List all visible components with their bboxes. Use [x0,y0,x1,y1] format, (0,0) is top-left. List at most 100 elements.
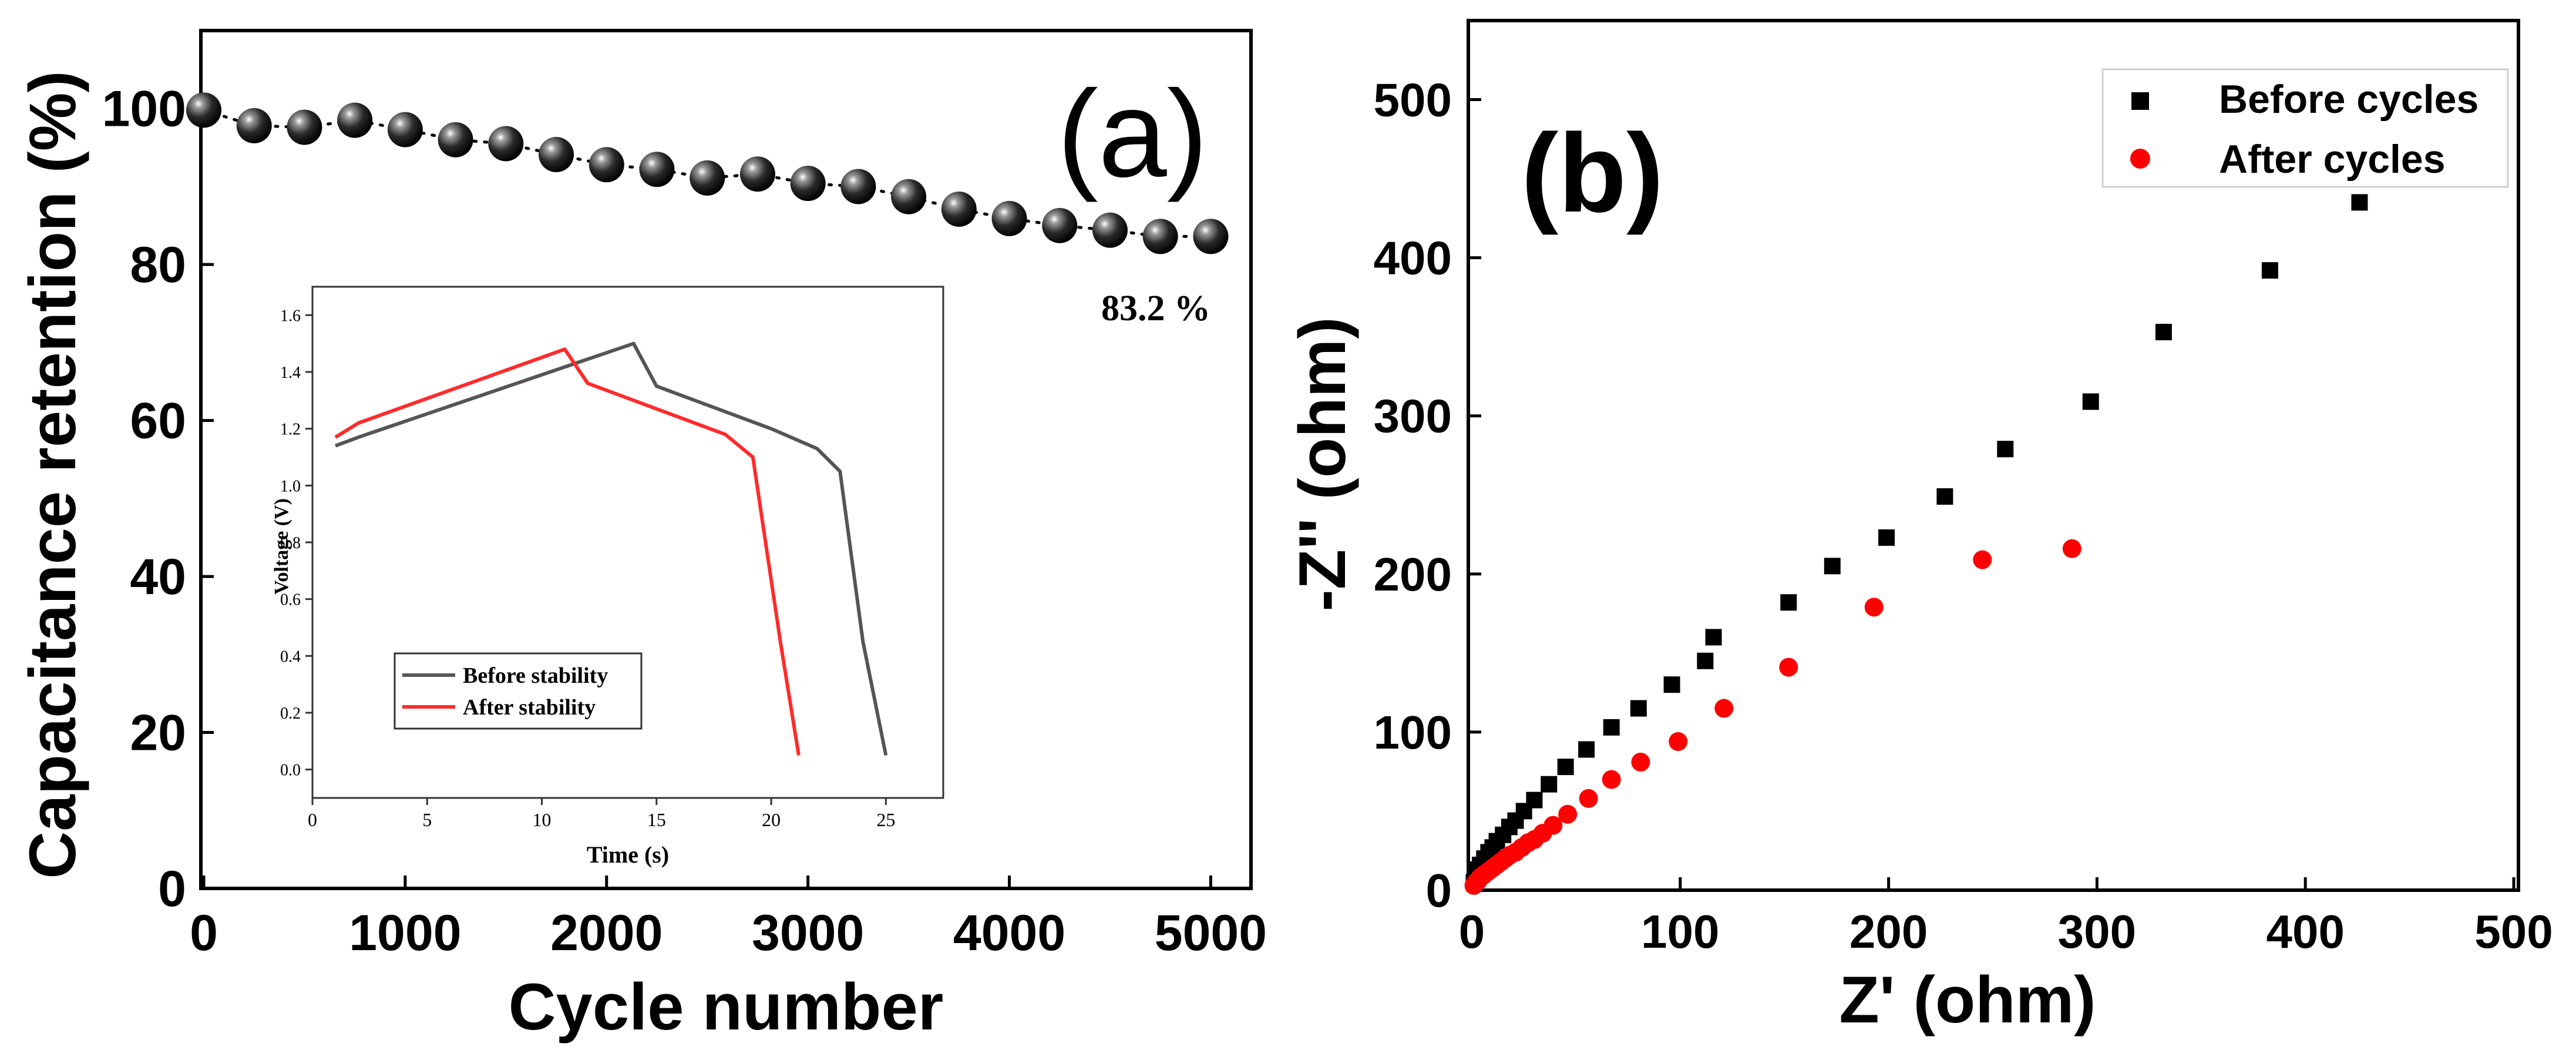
inset-y-axis-title: Voltage (V) [271,498,292,595]
panel-a-data-point [488,126,524,162]
panel-a-data-point [588,147,624,183]
panel-b-before-point [1780,594,1797,611]
panel-a-y-tick-label: 40 [130,549,186,605]
panel-b-before-point [1697,652,1714,669]
panel-b-x-tick-label: 0 [1459,905,1485,958]
inset-legend-box [394,652,643,730]
panel-b-legend-swatch-after [2130,149,2150,169]
inset-x-tick-label: 25 [876,809,895,830]
panel-b-x-tick-label: 400 [2266,905,2344,958]
panel-b-before-point [2261,262,2278,279]
panel-a-x-tick-label: 1000 [349,905,461,961]
panel-b-y-tick-label: 300 [1374,390,1452,442]
panel-b-legend-label-before: Before cycles [2219,77,2479,122]
panel-b-after-point [1558,804,1578,824]
panel-b-y-tick-label: 400 [1374,232,1452,284]
panel-b-after-point [1631,753,1650,772]
panel-b-legend-label-after: After cycles [2219,137,2446,182]
panel-b-x-tick-label: 200 [1849,905,1928,958]
panel-a-retention-annotation: 83.2 % [1101,289,1210,328]
inset-series-line-0 [335,341,888,756]
panel-a-data-point [941,191,977,227]
panel-a-y-tick-label: 100 [102,81,187,137]
panel-a-data-point [1193,219,1229,254]
panel-b-before-point [1526,791,1543,809]
panel-a-x-tick-label: 4000 [953,905,1065,961]
panel-b-before-point [1824,558,1841,575]
panel-b-before-point [2082,393,2099,410]
inset-y-tick-label: 0.2 [280,705,301,723]
panel-a-y-axis-title: Capacitance retention (%) [16,71,89,878]
panel-b-chart: 0 100 200 300 400 500 0 100 200 300 400 500 (b) Z' … [1286,19,2553,1036]
panel-b-y-axis-title: -Z'' (ohm) [1286,317,1359,611]
panel-b-after-point [1669,732,1688,752]
panel-b-label: (b) [1521,111,1664,236]
panel-b-before-point [1603,719,1620,736]
inset-x-tick-label: 10 [533,809,551,830]
panel-b-after-point [2062,539,2081,558]
inset-legend-label-before: Before stability [463,663,608,688]
panel-a-inset-chart: 0 5 10 15 20 25 0.0 0.2 0.4 0.6 0.8 1.0 1.2 1.4 1.6 Ti… [271,286,944,868]
panel-b-x-axis-title: Z' (ohm) [1839,963,2096,1036]
panel-b-after-point [1714,699,1734,718]
panel-b-before-point [1705,629,1722,646]
panel-a-label: (a) [1057,65,1208,203]
panel-b-before-point [1663,676,1680,693]
inset-axis-ticks: 0 5 10 15 20 25 0.0 0.2 0.4 0.6 0.8 1.0 1.2 1.4 1.6 [280,307,895,830]
inset-legend: Before stability After stability [394,652,643,730]
panel-a-x-tick-label: 5000 [1155,905,1267,961]
panel-a-data-point [539,137,574,173]
inset-y-tick-label: 1.4 [280,364,301,382]
panel-a-data-point [790,166,826,202]
panel-b-axis-ticks: 0 100 200 300 400 500 0 100 200 300 400 500 [1374,74,2553,958]
inset-y-tick-label: 1.0 [280,477,301,495]
panel-b-legend-swatch-before [2131,92,2149,110]
inset-y-tick-label: 0.4 [280,648,301,666]
panel-a-data-point [387,112,423,147]
inset-y-tick-label: 0.6 [280,591,301,609]
panel-b-x-tick-label: 500 [2474,905,2553,958]
panel-b-data-markers [1464,194,2368,895]
panel-a-data-point [1042,207,1078,243]
panel-b-after-point [1602,770,1621,789]
panel-b-y-tick-label: 0 [1426,864,1452,917]
panel-b-before-point [1936,488,1953,505]
panel-b-before-point [1878,529,1895,546]
panel-a-data-point [1142,219,1178,254]
panel-b-before-point [1997,441,2014,458]
panel-b-before-point [1557,759,1574,776]
panel-b-before-point [1578,741,1595,758]
panel-a-x-tick-label: 3000 [752,905,864,961]
panel-a-data-point [1092,212,1128,248]
panel-a-x-tick-label: 2000 [550,905,663,961]
panel-b-x-tick-label: 300 [2058,905,2136,958]
panel-b-y-tick-label: 500 [1374,74,1452,126]
panel-a-x-tick-label: 0 [190,905,218,961]
inset-y-tick-label: 1.6 [280,307,301,325]
panel-a-data-point [236,108,272,143]
inset-x-axis-title: Time (s) [587,841,669,868]
panel-a-data-point [287,109,322,145]
inset-y-tick-label: 1.2 [280,421,301,439]
panel-a-y-tick-label: 80 [130,237,186,293]
inset-y-tick-label: 0.0 [280,762,301,780]
panel-a-y-tick-label: 60 [130,393,186,450]
panel-a-data-point [840,169,876,204]
panel-a-data-point [891,179,927,214]
panel-a-x-axis-title: Cycle number [509,970,944,1044]
panel-b-y-tick-label: 100 [1374,706,1452,759]
panel-b-after-point [1543,816,1563,835]
panel-a-plot-frame [199,29,1253,890]
inset-x-tick-label: 0 [308,809,317,830]
panel-b-after-point [1973,550,1992,569]
panel-a-data-point [639,152,675,187]
panel-b-legend: Before cycles After cycles [2101,68,2509,188]
panel-b-after-point [1864,598,1884,617]
panel-b-before-point [2351,194,2368,211]
inset-series-line-1 [334,347,801,756]
panel-a-data-point [186,92,221,128]
panel-a-data-markers [186,92,1229,254]
panel-b-before-point [1630,700,1647,717]
